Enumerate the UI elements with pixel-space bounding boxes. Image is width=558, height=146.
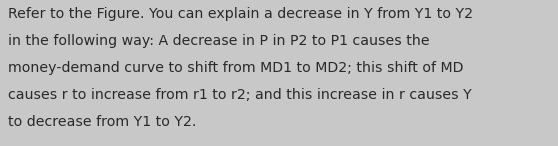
Text: money-demand curve to shift from MD1 to MD2; this shift of MD: money-demand curve to shift from MD1 to … — [8, 61, 463, 75]
Text: Refer to the Figure. You can explain a decrease in Y from Y1 to Y2: Refer to the Figure. You can explain a d… — [8, 7, 473, 21]
Text: causes r to increase from r1 to r2; and this increase in r causes Y: causes r to increase from r1 to r2; and … — [8, 88, 472, 102]
Text: to decrease from Y1 to Y2.: to decrease from Y1 to Y2. — [8, 115, 196, 129]
Text: in the following way: A decrease in P in P2 to P1 causes the: in the following way: A decrease in P in… — [8, 34, 430, 48]
